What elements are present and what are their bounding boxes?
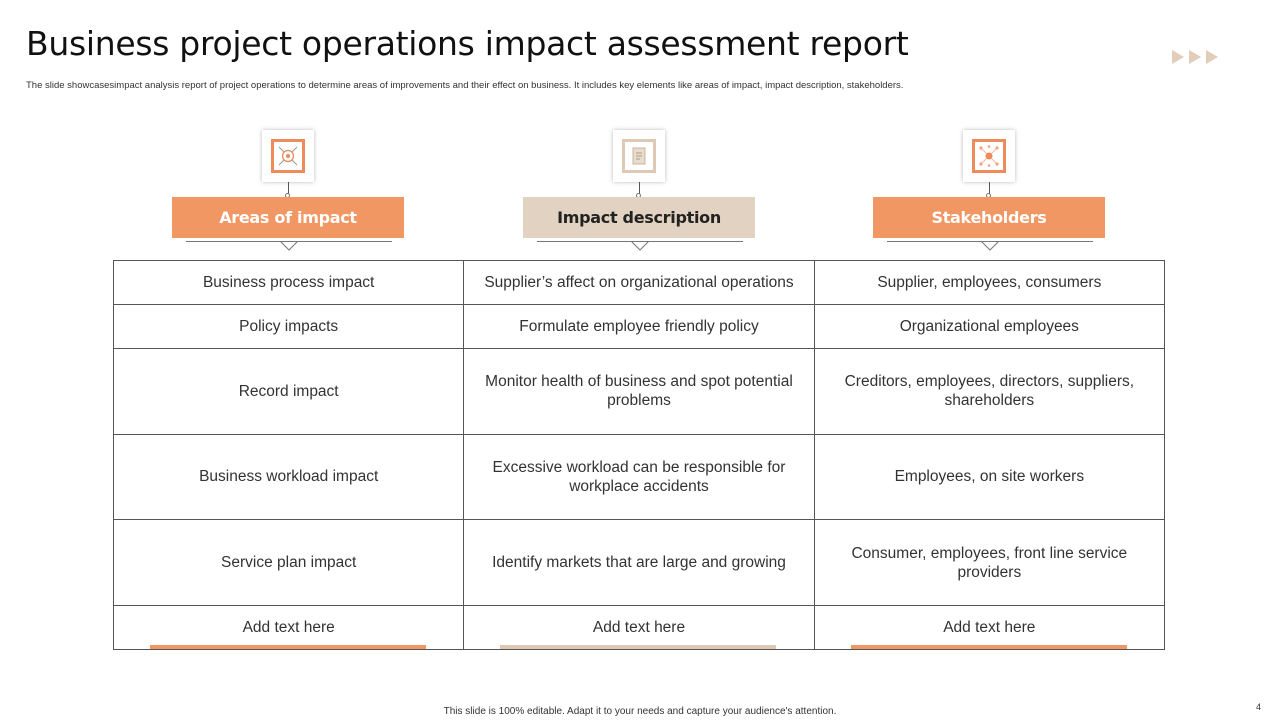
table-cell: Excessive workload can be responsible fo… — [463, 433, 815, 521]
icon-frame — [963, 130, 1015, 182]
chevron-down-icon — [980, 241, 1000, 251]
table-row: Service plan impact Identify markets tha… — [112, 519, 1166, 607]
table-row: Add text here Add text here Add text her… — [112, 605, 1166, 650]
table-cell: Supplier, employees, consumers — [813, 260, 1166, 305]
table-row: Policy impacts Formulate employee friend… — [112, 303, 1166, 349]
column-header-label: Stakeholders — [873, 197, 1105, 238]
table-cell: Identify markets that are large and grow… — [463, 519, 815, 607]
chevron-down-icon — [279, 241, 299, 251]
table-cell: Consumer, employees, front line service … — [813, 519, 1166, 607]
table-cell: Supplier’s affect on organizational oper… — [463, 260, 815, 305]
table-cell: Creditors, employees, directors, supplie… — [813, 347, 1166, 435]
network-icon — [979, 145, 999, 167]
table-cell: Business workload impact — [112, 433, 465, 521]
table-cell: Organizational employees — [813, 303, 1166, 349]
table-cell: Formulate employee friendly policy — [463, 303, 815, 349]
icon-frame — [613, 130, 665, 182]
slide-subtitle: The slide showcasesimpact analysis repor… — [26, 80, 904, 91]
table-cell: Add text here — [813, 605, 1166, 650]
table-cell: Add text here — [112, 605, 465, 650]
table-cell: Employees, on site workers — [813, 433, 1166, 521]
column-header-label: Areas of impact — [172, 197, 404, 238]
impact-table: Business process impact Supplier’s affec… — [112, 260, 1166, 650]
table-cell: Add text here — [463, 605, 815, 650]
accent-bar — [851, 645, 1127, 649]
icon-frame — [262, 130, 314, 182]
table-cell: Service plan impact — [112, 519, 465, 607]
table-row: Business process impact Supplier’s affec… — [112, 260, 1166, 305]
table-row: Record impact Monitor health of business… — [112, 347, 1166, 435]
chevron-down-icon — [630, 241, 650, 251]
footer-note: This slide is 100% editable. Adapt it to… — [443, 706, 837, 717]
table-row: Business workload impact Excessive workl… — [112, 433, 1166, 521]
target-icon — [278, 146, 298, 166]
column-header-label: Impact description — [523, 197, 755, 238]
triple-arrow-icon — [1172, 50, 1218, 64]
accent-bar — [500, 645, 776, 649]
column-header-areas-of-impact: Areas of impact — [172, 130, 406, 255]
page-number: 4 — [1256, 702, 1262, 712]
slide-title: Business project operations impact asses… — [26, 24, 909, 63]
table-cell: Monitor health of business and spot pote… — [463, 347, 815, 435]
accent-bar — [150, 645, 426, 649]
column-header-impact-description: Impact description — [523, 130, 757, 255]
column-header-stakeholders: Stakeholders — [873, 130, 1107, 255]
table-cell: Policy impacts — [112, 303, 465, 349]
document-icon — [632, 147, 646, 165]
table-cell: Business process impact — [112, 260, 465, 305]
table-cell: Record impact — [112, 347, 465, 435]
